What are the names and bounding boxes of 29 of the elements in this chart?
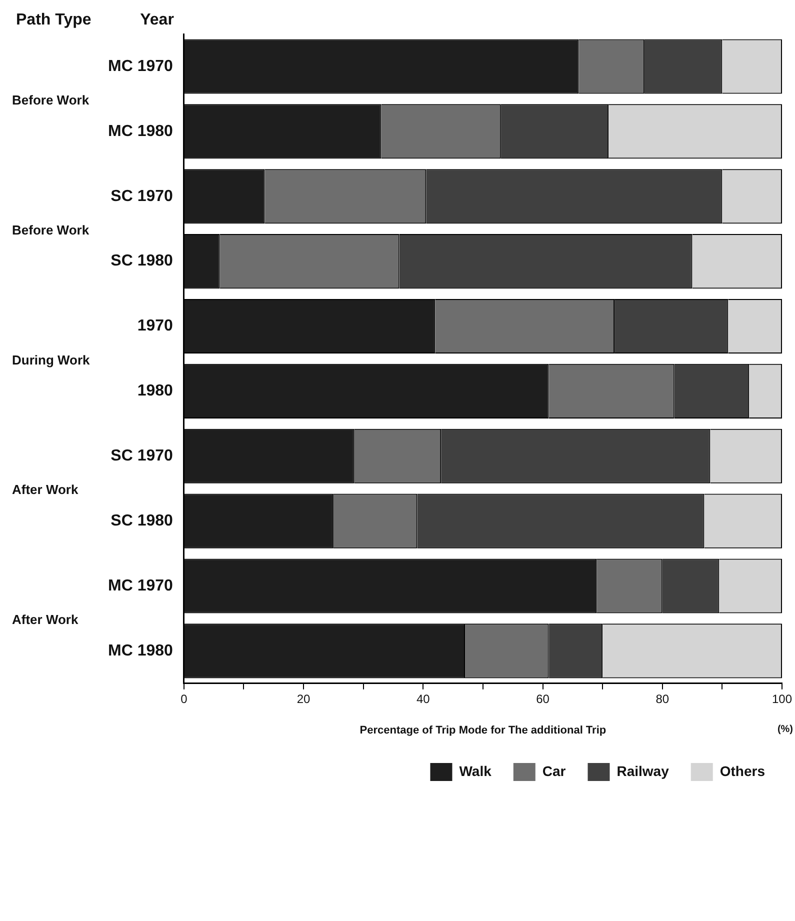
y-tick-label: SC 1980	[110, 512, 174, 530]
legend-label: Car	[542, 762, 566, 779]
text: Before Work	[12, 92, 90, 108]
x-tick-label: 0	[180, 692, 188, 706]
y-tick-label: MC 1970	[108, 577, 174, 594]
x-tick-label: 100	[772, 692, 792, 706]
x-axis-title: Percentage of Trip Mode for The additional Trip	[360, 724, 606, 736]
y-tick-label: SC 1970	[110, 448, 174, 465]
legend-label: Walk	[459, 762, 492, 779]
x-tick-label: 60	[536, 692, 550, 706]
y-tick-label: MC 1980	[108, 122, 174, 140]
y-tick-label: MC 1970	[108, 58, 174, 75]
text: After Work	[12, 482, 79, 498]
text: (%)	[777, 724, 793, 736]
text: Path Type	[16, 11, 92, 28]
y-tick-label: MC 1980	[108, 642, 174, 660]
x-tick-label: 20	[296, 692, 311, 706]
y-tick-label: SC 1980	[110, 252, 174, 270]
text: During Work	[12, 352, 91, 368]
x-tick-label: 80	[656, 692, 670, 706]
y-tick-label: 1970	[137, 318, 174, 335]
y-axis-title: Year	[140, 11, 174, 28]
x-tick-label: 40	[416, 692, 430, 706]
legend-label: Railway	[616, 762, 670, 779]
legend-label: Others	[720, 762, 766, 779]
y-tick-label: SC 1970	[110, 188, 174, 205]
text: After Work	[12, 612, 79, 628]
text: Before Work	[12, 222, 90, 238]
y-tick-label: 1980	[137, 382, 174, 400]
